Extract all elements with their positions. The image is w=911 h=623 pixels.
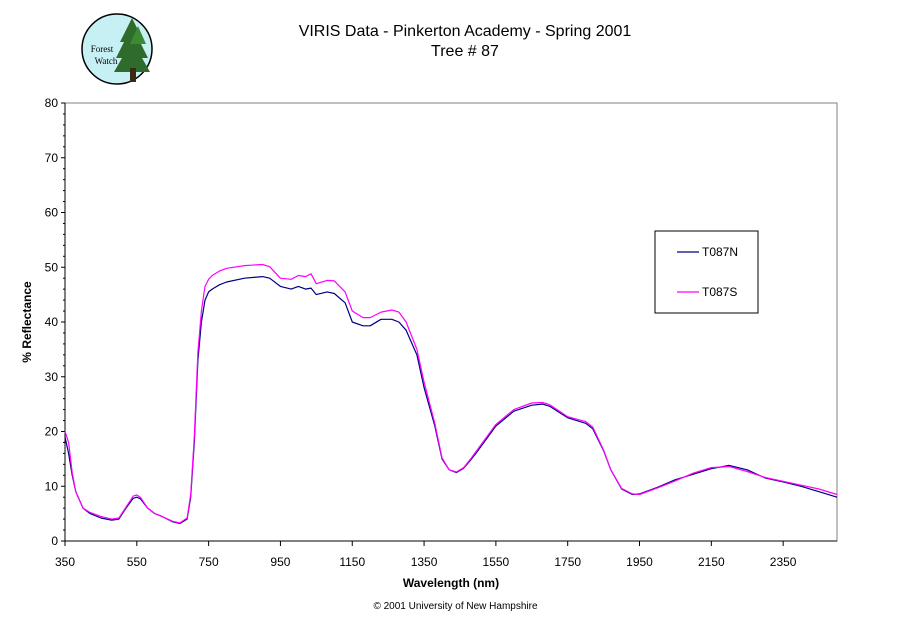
chart-title: VIRIS Data - Pinkerton Academy - Spring … (298, 23, 632, 40)
x-tick-label: 1750 (554, 555, 581, 569)
x-tick-label: 2150 (698, 555, 725, 569)
y-tick-label: 0 (51, 534, 58, 548)
y-tick-label: 50 (45, 260, 59, 274)
y-tick-label: 20 (45, 425, 59, 439)
y-axis-ticks: 0 10 20 30 40 50 60 70 80 (45, 96, 65, 548)
chart-subtitle: Tree # 87 (431, 43, 499, 60)
x-tick-label: 950 (270, 555, 290, 569)
legend-box (654, 230, 759, 314)
series-layer (64, 263, 838, 525)
legend-label-t087s: T087S (702, 285, 737, 299)
y-tick-label: 30 (45, 370, 59, 384)
x-tick-label: 1550 (483, 555, 510, 569)
series-line-t087s (64, 263, 838, 524)
y-tick-label: 40 (45, 315, 59, 329)
x-tick-label: 1350 (411, 555, 438, 569)
x-tick-label: 1950 (626, 555, 653, 569)
x-tick-label: 750 (199, 555, 219, 569)
x-axis-title: Wavelength (nm) (403, 576, 499, 590)
y-tick-label: 60 (45, 206, 59, 220)
logo-text-line2: Watch (95, 56, 118, 66)
y-tick-label: 10 (45, 479, 59, 493)
copyright-text: © 2001 University of New Hampshire (373, 601, 538, 612)
y-axis-title: % Reflectance (20, 281, 34, 363)
chart-title-block: VIRIS Data - Pinkerton Academy - Spring … (220, 22, 710, 62)
x-tick-label: 1150 (339, 555, 365, 569)
y-tick-label: 70 (45, 151, 59, 165)
plot-area (64, 102, 838, 542)
y-tick-label: 80 (45, 96, 59, 110)
x-tick-label: 2350 (770, 555, 797, 569)
x-axis-ticks: 350 550 750 950 1150 1350 1550 1750 1950 2150 2350 (55, 541, 797, 569)
forest-watch-logo-icon: Forest Watch (81, 13, 153, 85)
x-tick-label: 550 (127, 555, 147, 569)
logo-text-line1: Forest (91, 44, 114, 54)
legend-label-t087n: T087N (702, 245, 738, 259)
legend: T087N T087S (654, 230, 759, 314)
x-tick-label: 350 (55, 555, 75, 569)
